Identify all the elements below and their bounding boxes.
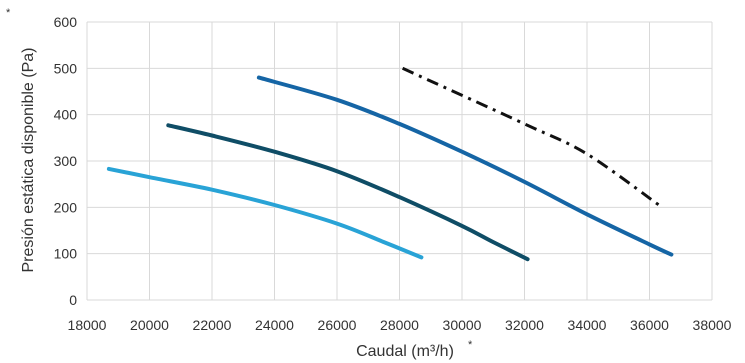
x-tick-label: 30000 xyxy=(443,317,482,333)
series-line-2 xyxy=(166,123,530,262)
y-tick-label: 400 xyxy=(54,107,78,123)
grid-lines xyxy=(86,21,713,301)
y-tick-label: 300 xyxy=(54,153,78,169)
x-tick-label: 28000 xyxy=(380,317,419,333)
series-line-4 xyxy=(401,66,660,207)
x-tick-label: 24000 xyxy=(255,317,294,333)
x-tick-label: 20000 xyxy=(130,317,169,333)
y-tick-labels: 0 100 200 300 400 500 600 xyxy=(54,14,78,308)
y-tick-label: 200 xyxy=(54,199,78,215)
x-tick-label: 32000 xyxy=(505,317,544,333)
x-tick-label: 36000 xyxy=(630,317,669,333)
x-tick-label: 38000 xyxy=(693,317,732,333)
y-tick-label: 0 xyxy=(69,292,77,308)
y-tick-label: 500 xyxy=(54,60,78,76)
series-line-1 xyxy=(106,166,424,260)
data-series xyxy=(106,66,674,262)
y-axis-label: Presión estática disponible (Pa) xyxy=(20,47,37,272)
series-line-3 xyxy=(256,75,674,257)
x-tick-label: 22000 xyxy=(193,317,232,333)
x-tick-label: 34000 xyxy=(568,317,607,333)
x-axis-label: Caudal (m³/h) xyxy=(356,343,454,360)
x-tick-label: 26000 xyxy=(318,317,357,333)
x-tick-label: 18000 xyxy=(68,317,107,333)
y-tick-label: 100 xyxy=(54,246,78,262)
corner-mark-bottom: * xyxy=(468,339,473,351)
y-tick-label: 600 xyxy=(54,14,78,30)
x-tick-labels: 18000 20000 22000 24000 26000 28000 30000 32000… xyxy=(68,317,732,333)
corner-mark-left: * xyxy=(6,7,11,19)
